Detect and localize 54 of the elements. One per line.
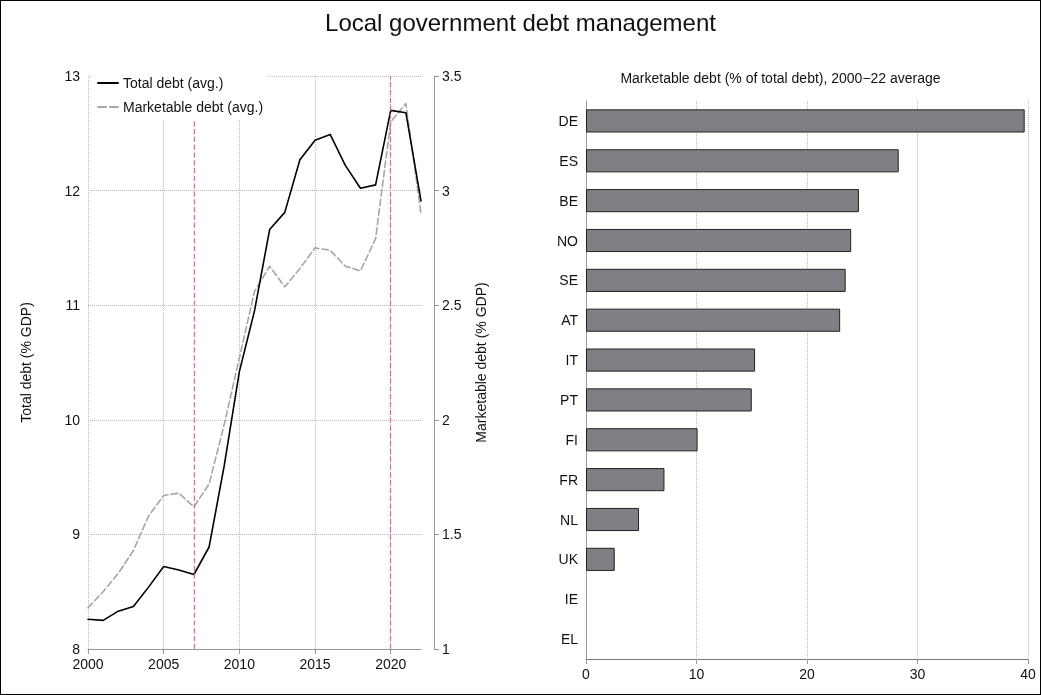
y-tick-label: BE [559, 192, 578, 209]
x-tick-label: 2005 [148, 656, 180, 672]
y-axis-title: Total debt (% GDP) [18, 302, 34, 423]
bar [586, 348, 756, 372]
y-tick-label: 12 [64, 182, 81, 199]
x-tick-label: 2015 [299, 656, 331, 672]
chart-title: Marketable debt (% of total debt), 2000−22 average [620, 70, 941, 86]
y-tick-label: 8 [72, 641, 81, 657]
y-tick-label: PT [560, 391, 579, 408]
text: Local government debt management [324, 9, 717, 37]
y-tick-label: 13 [64, 68, 81, 84]
y-tick-label: UK [558, 551, 579, 568]
bar [586, 507, 640, 532]
bar [586, 268, 846, 292]
y-tick-label: EL [560, 631, 579, 648]
bar [586, 547, 615, 571]
bar [586, 109, 1025, 133]
y-tick-label: IT [565, 352, 579, 369]
y2-tick-label: 1.5 [442, 526, 462, 543]
y-tick-label: NO [557, 232, 579, 249]
y-tick-label: AT [561, 312, 579, 329]
legend-label: Total debt (avg.) [123, 75, 224, 91]
bar [586, 228, 852, 253]
y-tick-label: DE [558, 112, 578, 129]
x-tick-label: 0 [582, 666, 591, 682]
bar [586, 388, 752, 412]
y2-tick-label: 3.5 [442, 68, 462, 84]
x-tick-label: 10 [688, 666, 705, 682]
y-tick-label: FR [559, 471, 578, 488]
y-tick-label: NL [560, 511, 579, 528]
bar [586, 468, 665, 492]
y2-tick-label: 2 [442, 411, 450, 428]
x-tick-label: 2020 [375, 656, 407, 672]
y-tick-label: 10 [64, 411, 81, 428]
x-tick-label: 2010 [223, 656, 256, 672]
bar [586, 428, 698, 452]
y2-tick-label: 3 [442, 182, 450, 199]
y-tick-label: SE [559, 272, 578, 289]
bar [586, 189, 859, 213]
x-tick-label: 2000 [72, 656, 104, 672]
y2-axis-title: Marketable debt (% GDP) [473, 282, 489, 443]
bar [586, 308, 841, 332]
x-tick-label: 40 [1020, 666, 1036, 682]
y-tick-label: FI [565, 431, 578, 448]
x-tick-label: 30 [909, 666, 926, 682]
y2-tick-label: 2.5 [442, 297, 462, 314]
y-tick-label: 11 [65, 297, 81, 314]
bar [586, 149, 899, 173]
y2-tick-label: 1 [442, 641, 450, 657]
y-tick-label: ES [559, 152, 578, 169]
x-tick-label: 20 [799, 666, 815, 682]
y-tick-label: IE [564, 591, 578, 608]
legend-label: Marketable debt (avg.) [123, 99, 264, 115]
y-tick-label: 9 [72, 526, 81, 543]
